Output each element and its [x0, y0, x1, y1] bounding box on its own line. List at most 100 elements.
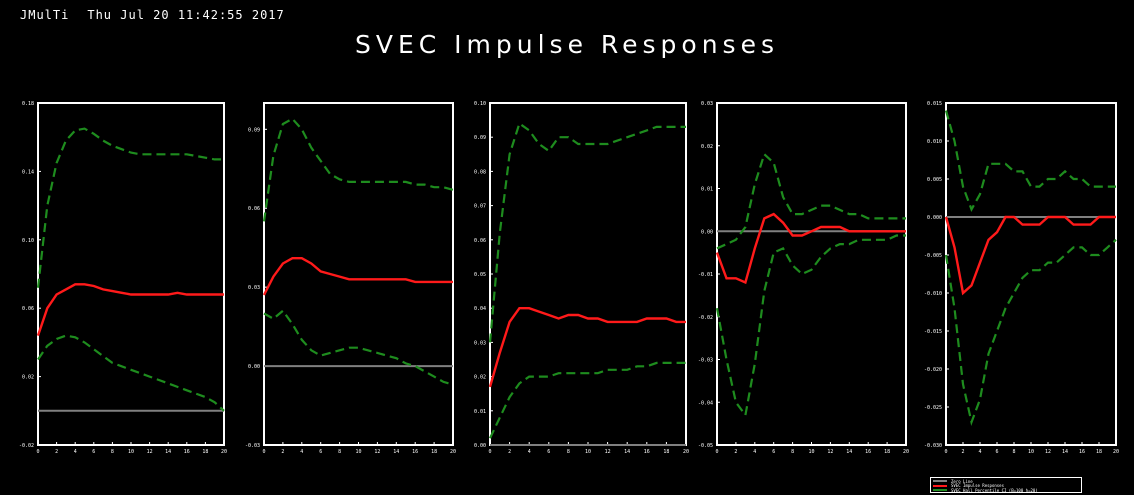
- y-tick-label: -0.03: [245, 443, 260, 449]
- y-tick-label: 0.005: [927, 177, 942, 183]
- x-tick-label: 20: [1113, 449, 1119, 455]
- response-line: [488, 307, 686, 388]
- ci-upper-line: [262, 117, 454, 222]
- ci-lower-line: [37, 334, 225, 412]
- y-tick-label: 0.00: [474, 443, 486, 449]
- timestamp: Thu Jul 20 11:42:55 2017: [87, 8, 285, 22]
- y-tick-label: -0.01: [698, 272, 713, 278]
- x-tick-label: 4: [753, 449, 756, 455]
- panel-frame: [716, 102, 907, 446]
- y-tick-label: 0.09: [248, 127, 260, 133]
- y-tick-label: -0.04: [698, 400, 713, 406]
- x-tick-label: 20: [903, 449, 909, 455]
- x-tick-label: 18: [431, 449, 437, 455]
- legend-item-response: SVEC Impulse Responses: [933, 483, 1079, 489]
- y-tick-label: 0.03: [248, 285, 260, 291]
- panel-4: -0.05 -0.04 -0.03 -0.02 -0.01 0.00 0.01 0.02 0.0…: [698, 101, 909, 455]
- panel-frame: [489, 102, 687, 446]
- x-tick-label: 4: [528, 449, 531, 455]
- y-tick-label: 0.07: [474, 204, 486, 210]
- ci-upper-line: [488, 121, 686, 343]
- x-tick-label: 4: [978, 449, 981, 455]
- legend-label: Zero Line: [951, 478, 973, 484]
- response-line: [944, 215, 1116, 296]
- ci-lower-line: [715, 234, 906, 418]
- x-tick-label: 16: [412, 449, 418, 455]
- x-tick-label: 6: [92, 449, 95, 455]
- x-tick-label: 6: [547, 449, 550, 455]
- panel-1: -0.02 0.02 0.06 0.10 0.14 0.18 0 2 4 6 8 10 12 14 16 18…: [19, 101, 227, 455]
- x-tick-label: 2: [508, 449, 511, 455]
- legend-swatch: [933, 484, 947, 487]
- x-tick-label: 0: [715, 449, 718, 455]
- panel-2: -0.03 0.00 0.03 0.06 0.09 0 2 4 6 8 10 12 14 16 18 20: [245, 102, 456, 455]
- ci-lower-line: [489, 361, 686, 439]
- x-tick-label: 14: [1062, 449, 1068, 455]
- x-tick-label: 14: [624, 449, 630, 455]
- panel-3: 0.00 0.01 0.02 0.03 0.04 0.05 0.06 0.07 0.08 0.09…: [474, 101, 689, 455]
- x-tick-label: 2: [55, 449, 58, 455]
- x-tick-label: 12: [605, 449, 611, 455]
- panel-frame: [37, 102, 225, 446]
- app-name: JMulTi: [20, 8, 70, 22]
- x-tick-label: 12: [827, 449, 833, 455]
- y-tick-label: 0.04: [474, 306, 486, 312]
- y-tick-label: 0.06: [474, 238, 486, 244]
- x-tick-label: 10: [1028, 449, 1034, 455]
- x-tick-label: 16: [644, 449, 650, 455]
- y-tick-label: 0.01: [701, 187, 713, 193]
- y-tick-label: 0.10: [22, 238, 34, 244]
- y-tick-label: -0.015: [924, 329, 942, 335]
- ci-lower-line: [944, 238, 1117, 427]
- x-tick-label: 12: [147, 449, 153, 455]
- y-tick-label: -0.005: [924, 253, 942, 259]
- x-tick-label: 8: [111, 449, 114, 455]
- legend-item-zero-line: Zero Line: [933, 479, 1079, 484]
- x-tick-label: 14: [165, 449, 171, 455]
- x-tick-label: 16: [865, 449, 871, 455]
- response-line: [715, 212, 906, 285]
- y-tick-label: 0.00: [701, 229, 713, 235]
- y-tick-label: 0.02: [474, 375, 486, 381]
- y-tick-label: 0.03: [474, 340, 486, 346]
- y-tick-label: 0.10: [474, 101, 486, 107]
- y-tick-label: -0.05: [698, 443, 713, 449]
- y-tick-label: -0.03: [698, 358, 713, 364]
- x-tick-label: 2: [961, 449, 964, 455]
- x-tick-label: 14: [846, 449, 852, 455]
- legend-swatch: [933, 480, 947, 483]
- y-tick-label: 0.02: [22, 375, 34, 381]
- legend-label: SVEC Hall Percentile CI (B=100 h=20): [951, 487, 1038, 493]
- legend-label: SVEC Impulse Responses: [951, 483, 1004, 489]
- x-tick-label: 12: [374, 449, 380, 455]
- y-tick-label: -0.025: [924, 405, 942, 411]
- y-tick-label: 0.010: [927, 139, 942, 145]
- y-tick-label: -0.02: [698, 315, 713, 321]
- x-tick-label: 10: [585, 449, 591, 455]
- x-tick-label: 14: [393, 449, 399, 455]
- x-tick-label: 10: [808, 449, 814, 455]
- y-tick-label: 0.06: [248, 206, 260, 212]
- legend-swatch: [933, 489, 947, 492]
- x-tick-label: 6: [772, 449, 775, 455]
- panel-frame: [945, 102, 1117, 446]
- y-tick-label: -0.030: [924, 443, 942, 449]
- x-tick-label: 8: [791, 449, 794, 455]
- x-tick-label: 0: [262, 449, 265, 455]
- x-tick-label: 12: [1045, 449, 1051, 455]
- y-tick-label: 0.000: [927, 215, 942, 221]
- x-tick-label: 8: [1012, 449, 1015, 455]
- y-tick-label: 0.08: [474, 169, 486, 175]
- y-tick-label: 0.03: [701, 101, 713, 107]
- y-tick-label: 0.06: [22, 306, 34, 312]
- x-tick-label: 18: [202, 449, 208, 455]
- x-tick-label: 8: [338, 449, 341, 455]
- y-tick-label: -0.010: [924, 291, 942, 297]
- x-tick-label: 4: [300, 449, 303, 455]
- legend-item-ci: SVEC Hall Percentile CI (B=100 h=20): [933, 488, 1079, 493]
- panel-5: -0.030 -0.025 -0.020 -0.015 -0.010 -0.005 0.00…: [924, 101, 1119, 455]
- window-header: JMulTi Thu Jul 20 11:42:55 2017: [20, 8, 303, 22]
- x-tick-label: 20: [450, 449, 456, 455]
